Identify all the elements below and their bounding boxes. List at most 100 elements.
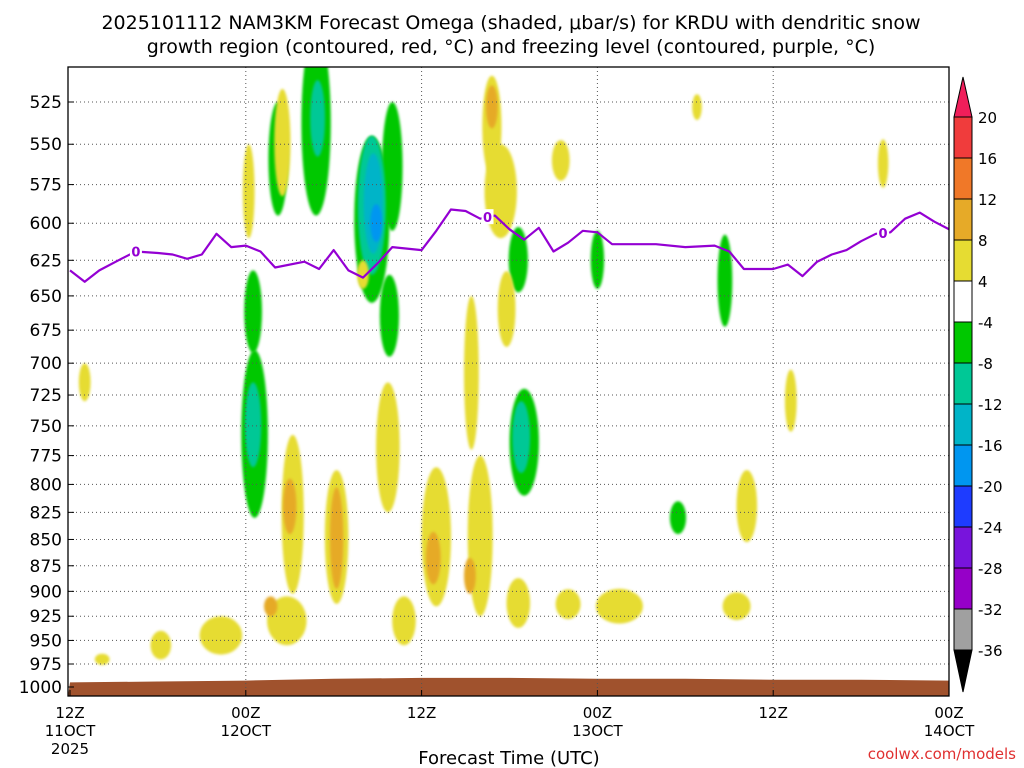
x-tick-time-48: 12Z	[759, 704, 788, 722]
colorbar: 20 16 12 8 4 -4 -8 -12 -16 -20 -24 -28 -32 -36	[953, 76, 1003, 693]
x-tick-time-36: 00Z	[583, 704, 612, 722]
omega-cell-33	[464, 295, 479, 450]
x-tick-time-24: 12Z	[407, 704, 436, 722]
x-axis-label: Forecast Time (UTC)	[418, 748, 599, 768]
omega-cell-37	[486, 85, 498, 129]
x-tick-time-0: 12Z	[55, 704, 84, 722]
freezing-level-line	[69, 208, 949, 283]
colorbar-label-8: -16	[978, 437, 1003, 455]
omega-cell-16	[717, 234, 733, 327]
colorbar-label-0: 20	[978, 109, 997, 127]
colorbar-swatch-1	[953, 157, 973, 200]
omega-cell-19	[94, 653, 110, 665]
grid-lines	[68, 67, 949, 696]
colorbar-swatch-6	[953, 362, 973, 405]
freezing-label-bg-2	[877, 225, 890, 241]
surface-terrain-area	[68, 677, 949, 696]
y-tick-label-750: 750	[30, 417, 62, 437]
colorbar-label-2: 12	[978, 191, 997, 209]
y-tick-label-950: 950	[30, 631, 62, 651]
omega-cell-31	[376, 382, 400, 513]
y-tick-label-925: 925	[30, 607, 62, 627]
omega-cell-47	[736, 470, 758, 543]
y-tick-label-800: 800	[30, 475, 62, 495]
y-tick-label-650: 650	[30, 287, 62, 307]
y-tick-label-625: 625	[30, 251, 62, 271]
freezing-label-bg-0	[129, 243, 142, 259]
chart-title-line-1: 2025101112 NAM3KM Forecast Omega (shaded…	[101, 12, 920, 34]
omega-cell-44	[555, 589, 581, 620]
colorbar-label-7: -12	[978, 396, 1003, 414]
omega-cell-41	[464, 557, 476, 594]
colorbar-swatch-3	[953, 239, 973, 282]
omega-cell-22	[242, 144, 255, 239]
colorbar-top-arrow	[953, 76, 973, 118]
y-tick-label-975: 975	[30, 655, 62, 675]
colorbar-label-5: -4	[978, 314, 993, 332]
colorbar-label-13: -36	[978, 642, 1003, 660]
omega-cell-45	[595, 588, 643, 624]
colorbar-label-9: -20	[978, 478, 1003, 496]
omega-cell-46	[692, 94, 702, 120]
colorbar-swatch-7	[953, 403, 973, 446]
colorbar-swatch-12	[953, 608, 973, 651]
omega-cell-35	[392, 596, 416, 646]
x-tick-time-12: 00Z	[231, 704, 260, 722]
omega-cell-50	[877, 139, 889, 188]
omega-cell-5	[310, 80, 325, 157]
x-tick-date-12: 12OCT	[221, 722, 272, 740]
omega-cell-42	[506, 578, 531, 628]
omega-cell-12	[508, 227, 528, 293]
colorbar-swatch-5	[953, 321, 973, 364]
y-tick-label-875: 875	[30, 557, 62, 577]
x-tick-date-0: 11OCT	[45, 722, 96, 740]
freezing-level-label-1: 0	[483, 211, 492, 226]
omega-cell-11	[379, 274, 399, 357]
omega-cell-0	[244, 270, 262, 353]
y-tick-label-850: 850	[30, 530, 62, 550]
freezing-level-contour: 0 0 0	[69, 208, 949, 283]
colorbar-swatch-2	[953, 198, 973, 241]
colorbar-label-4: 4	[978, 273, 988, 291]
y-axis: 525 550 575 600 625 650 675 700 725 750 775 800 825 8…	[19, 93, 74, 698]
omega-cell-23	[274, 88, 291, 197]
omega-cell-27	[264, 596, 278, 617]
y-tick-label-600: 600	[30, 214, 62, 234]
y-tick-label-550: 550	[30, 135, 62, 155]
plot-frame	[67, 66, 950, 697]
chart-title-line-2: growth region (contoured, red, °C) and f…	[147, 36, 876, 58]
colorbar-label-11: -28	[978, 560, 1003, 578]
omega-cell-17	[669, 501, 687, 535]
omega-cell-43	[551, 140, 570, 181]
y-tick-label-575: 575	[30, 176, 62, 196]
x-tick-year-0: 2025	[51, 740, 89, 758]
colorbar-label-10: -24	[978, 519, 1003, 537]
freezing-level-label-2: 0	[879, 227, 888, 242]
omega-cell-30	[357, 260, 369, 289]
y-tick-label-700: 700	[30, 354, 62, 374]
omega-cell-25	[283, 478, 297, 535]
x-tick-time-60: 00Z	[934, 704, 963, 722]
surface-terrain	[68, 677, 949, 696]
colorbar-label-1: 16	[978, 150, 997, 168]
omega-cell-21	[199, 616, 243, 655]
y-tick-label-775: 775	[30, 447, 62, 467]
colorbar-bottom-arrow	[953, 649, 973, 693]
y-tick-label-1000: 1000	[19, 678, 62, 698]
y-tick-label-725: 725	[30, 386, 62, 406]
freezing-level-label-0: 0	[131, 246, 140, 261]
y-tick-label-900: 900	[30, 582, 62, 602]
y-tick-label-675: 675	[30, 321, 62, 341]
y-tick-label-525: 525	[30, 93, 62, 113]
omega-cell-18	[78, 363, 91, 402]
x-tick-date-60: 14OCT	[924, 722, 975, 740]
y-tick-label-825: 825	[30, 503, 62, 523]
omega-cell-48	[722, 592, 751, 621]
credit-text: coolwx.com/models	[868, 745, 1016, 763]
colorbar-swatch-8	[953, 444, 973, 487]
freezing-label-bg-1	[481, 209, 494, 225]
omega-cell-14	[512, 401, 531, 473]
x-tick-date-36: 13OCT	[572, 722, 623, 740]
colorbar-swatch-10	[953, 526, 973, 569]
colorbar-label-6: -8	[978, 355, 993, 373]
